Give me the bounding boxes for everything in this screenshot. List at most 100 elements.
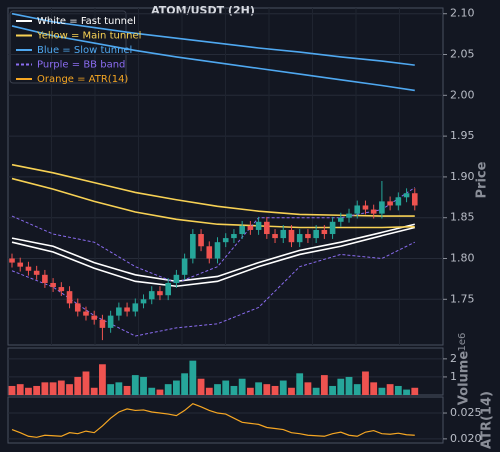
candle-body bbox=[165, 282, 171, 296]
candle-body bbox=[173, 274, 180, 283]
volume-bar bbox=[66, 384, 73, 395]
volume-bar bbox=[255, 382, 262, 395]
volume-bar bbox=[345, 376, 353, 395]
volume-bar bbox=[312, 387, 320, 395]
candle-body bbox=[116, 307, 122, 316]
volume-bar bbox=[230, 385, 238, 395]
volume-bar bbox=[74, 376, 82, 395]
y-tick-label: 0.020 bbox=[450, 432, 482, 445]
volume-bar bbox=[156, 389, 164, 395]
candle-body bbox=[362, 205, 369, 210]
candle-body bbox=[66, 291, 73, 304]
legend bbox=[9, 10, 127, 84]
volume-bar bbox=[362, 371, 369, 395]
candle-body bbox=[305, 234, 311, 239]
volume-bar bbox=[403, 389, 410, 395]
volume-bar bbox=[33, 385, 41, 395]
volume-bar bbox=[107, 384, 115, 395]
candle-body bbox=[321, 229, 328, 235]
candle-body bbox=[17, 262, 24, 267]
candle-body bbox=[313, 229, 319, 239]
indicator-line bbox=[11, 187, 416, 284]
volume-bar bbox=[296, 373, 304, 395]
volume-bar bbox=[337, 378, 345, 395]
volume-bar bbox=[263, 384, 271, 395]
volume-bar bbox=[238, 378, 246, 395]
y-axis-label: ATR(14) bbox=[480, 391, 495, 449]
y-tick-label: 1.85 bbox=[450, 211, 475, 224]
candle-body bbox=[288, 229, 295, 243]
atr-panel bbox=[7, 396, 444, 444]
candle-body bbox=[9, 258, 15, 263]
candle-body bbox=[395, 197, 402, 206]
volume-bar bbox=[164, 384, 172, 395]
legend-label: Yellow = Main tunnel bbox=[36, 31, 141, 42]
volume-bar bbox=[140, 376, 147, 395]
candle-body bbox=[181, 258, 188, 275]
volume-bar bbox=[386, 384, 394, 395]
legend-label: Blue = Slow tunnel bbox=[37, 45, 132, 56]
volume-bar bbox=[90, 387, 98, 395]
candle-body bbox=[403, 193, 410, 198]
candle-body bbox=[83, 311, 89, 316]
y-tick-label: 2.10 bbox=[450, 7, 475, 20]
candle-body bbox=[280, 229, 287, 239]
y-tick-label: 2.05 bbox=[450, 48, 475, 61]
chart-title: ATOM/USDT (2H) bbox=[151, 4, 255, 17]
y-axis-label: Price bbox=[475, 161, 490, 198]
candle-body bbox=[247, 225, 254, 230]
candle-body bbox=[411, 193, 418, 206]
candle-body bbox=[157, 291, 163, 296]
volume-bar bbox=[304, 382, 312, 395]
candle-body bbox=[107, 315, 114, 328]
candle-body bbox=[231, 234, 237, 239]
volume-bar bbox=[370, 382, 378, 395]
indicator-line bbox=[11, 177, 415, 229]
volume-bar bbox=[411, 387, 419, 395]
volume-bar bbox=[49, 382, 57, 395]
candle-body bbox=[58, 287, 65, 292]
y-tick-label: 2 bbox=[450, 352, 457, 365]
candle-body bbox=[255, 221, 262, 230]
legend-label: Purple = BB band bbox=[37, 60, 125, 71]
volume-bar bbox=[8, 385, 16, 395]
y-tick-label: 2.00 bbox=[450, 88, 475, 101]
y-tick-label: 1.95 bbox=[450, 129, 475, 142]
offset-label: 1e6 bbox=[457, 333, 468, 352]
volume-bar bbox=[41, 382, 49, 395]
indicator-line bbox=[11, 223, 415, 283]
candle-body bbox=[354, 205, 361, 214]
candle-body bbox=[329, 221, 336, 235]
volume-bar bbox=[329, 385, 336, 395]
volume-bar bbox=[82, 371, 90, 395]
candle-body bbox=[33, 270, 40, 275]
candle-body bbox=[190, 234, 196, 259]
candle-body bbox=[140, 299, 147, 304]
volume-bar bbox=[378, 387, 386, 395]
candle-body bbox=[198, 234, 204, 247]
y-tick-label: 1.80 bbox=[450, 252, 475, 265]
candle-body bbox=[42, 274, 48, 283]
volume-bar bbox=[279, 380, 287, 395]
volume-bar bbox=[320, 375, 328, 395]
volume-bar bbox=[222, 380, 230, 395]
legend-label: White = Fast tunnel bbox=[37, 16, 136, 27]
volume-bar bbox=[394, 385, 402, 395]
volume-bar bbox=[205, 387, 213, 395]
volume-bar bbox=[246, 387, 254, 395]
volume-bar bbox=[148, 387, 156, 395]
y-tick-label: 1 bbox=[450, 370, 457, 383]
volume-bar bbox=[181, 373, 189, 395]
candle-body bbox=[296, 234, 303, 243]
volume-bar bbox=[288, 387, 295, 395]
indicator-line bbox=[11, 12, 415, 66]
candle-body bbox=[25, 266, 32, 271]
volume-bar bbox=[271, 385, 279, 395]
candle-body bbox=[272, 234, 278, 239]
candle-body bbox=[206, 246, 213, 259]
candle-body bbox=[264, 221, 270, 235]
atr-line bbox=[11, 403, 415, 438]
y-axis-label: Volume bbox=[457, 351, 472, 406]
candle-body bbox=[370, 209, 377, 214]
